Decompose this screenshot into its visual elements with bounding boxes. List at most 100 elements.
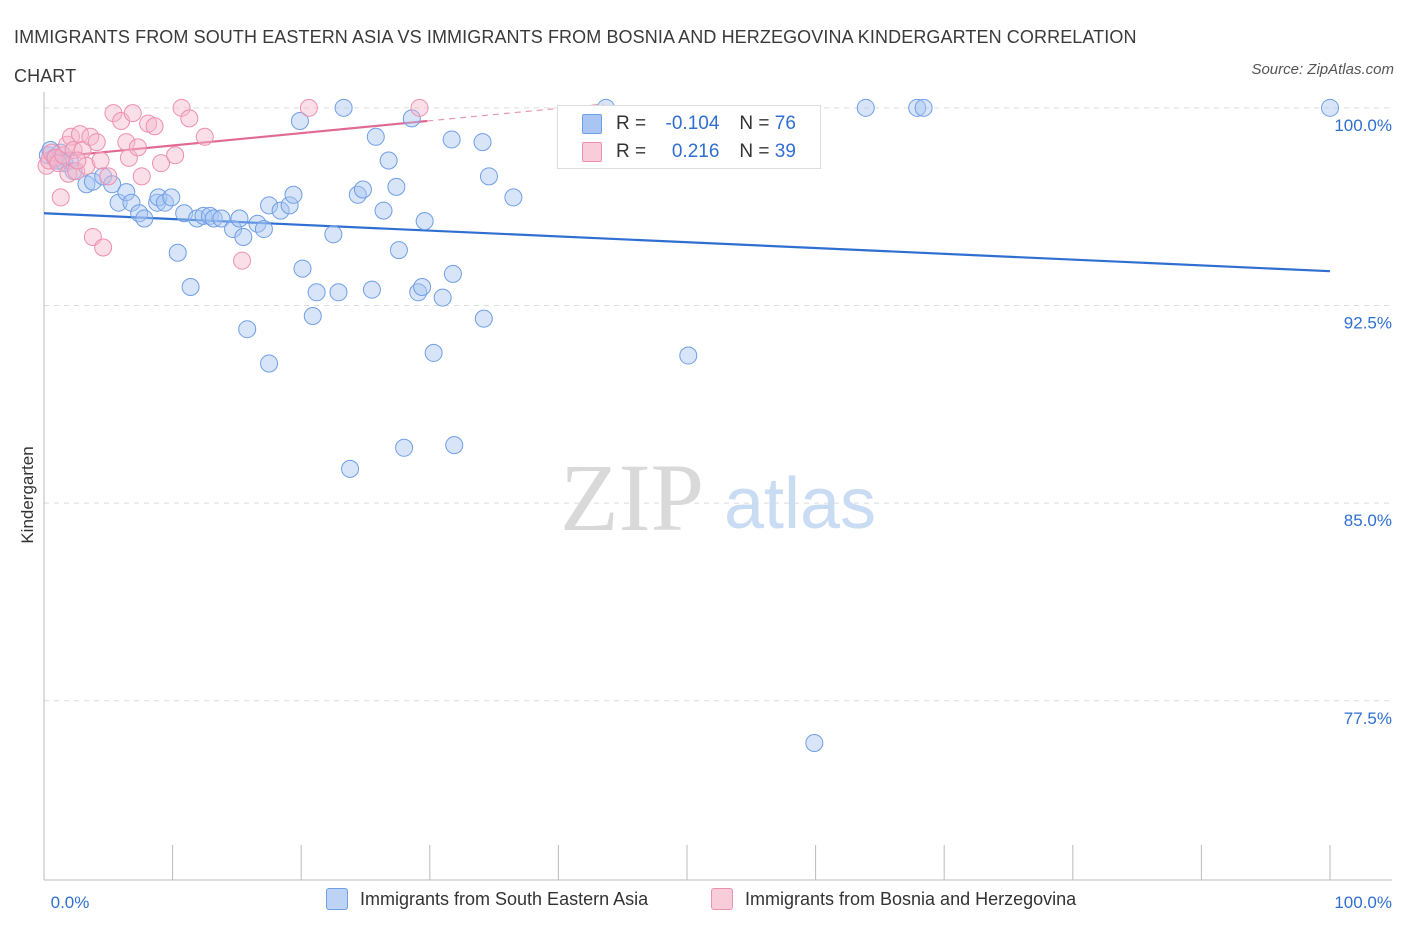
point-south-eastern-asia	[341, 459, 360, 478]
point-south-eastern-asia	[130, 204, 149, 223]
point-bosnia-herzegovina	[166, 146, 185, 165]
n-value: 39	[774, 141, 796, 162]
series-1-swatch	[582, 114, 602, 134]
point-bosnia-herzegovina	[87, 133, 106, 152]
point-bosnia-herzegovina	[51, 188, 70, 207]
point-bosnia-herzegovina	[119, 148, 138, 167]
point-south-eastern-asia	[413, 278, 432, 297]
point-south-eastern-asia	[234, 227, 253, 246]
point-bosnia-herzegovina	[91, 151, 110, 170]
point-south-eastern-asia	[353, 180, 372, 199]
y-tick-label: 100.0%	[1334, 116, 1392, 135]
series-2-swatch	[582, 142, 602, 162]
stats-legend: R = -0.104 N = 76 R = 0.216 N = 39	[557, 105, 821, 169]
point-south-eastern-asia	[162, 188, 181, 207]
legend-swatch-blue	[326, 888, 348, 910]
chart-title: IMMIGRANTS FROM SOUTH EASTERN ASIA VS IM…	[14, 27, 1137, 86]
point-south-eastern-asia	[424, 343, 443, 362]
point-south-eastern-asia	[908, 98, 927, 117]
point-south-eastern-asia	[443, 264, 462, 283]
point-bosnia-herzegovina	[77, 156, 96, 175]
r-label: R =	[616, 113, 647, 134]
gridlines	[44, 107, 1392, 702]
point-bosnia-herzegovina	[195, 127, 214, 146]
point-south-eastern-asia	[387, 177, 406, 196]
point-south-eastern-asia	[433, 288, 452, 307]
legend-label: Immigrants from Bosnia and Herzegovina	[745, 888, 1077, 909]
point-bosnia-herzegovina	[104, 104, 123, 123]
series-legend: Immigrants from South Eastern Asia Immig…	[0, 888, 1406, 916]
legend-item-bosnia-herzegovina: Immigrants from Bosnia and Herzegovina	[711, 888, 1076, 910]
point-south-eastern-asia	[389, 241, 408, 260]
point-south-eastern-asia	[303, 307, 322, 326]
n-label: N =	[739, 141, 770, 162]
y-tick-label: 77.5%	[1344, 709, 1392, 728]
point-south-eastern-asia	[856, 98, 875, 117]
watermark: ZIP atlas	[560, 444, 876, 551]
source-label: Source: ZipAtlas.com	[1251, 61, 1394, 78]
point-bosnia-herzegovina	[132, 167, 151, 186]
point-south-eastern-asia	[362, 280, 381, 299]
point-south-eastern-asia	[395, 438, 414, 457]
point-south-eastern-asia	[94, 167, 113, 186]
point-bosnia-herzegovina	[123, 104, 142, 123]
r-value: 0.216	[671, 141, 720, 162]
point-south-eastern-asia	[181, 278, 200, 297]
point-south-eastern-asia	[504, 188, 523, 207]
trend-line-bosnia-herzegovina	[43, 119, 428, 159]
r-label: R =	[616, 141, 647, 162]
point-bosnia-herzegovina	[299, 98, 318, 117]
point-south-eastern-asia	[679, 346, 698, 365]
data-points	[37, 98, 1339, 752]
point-south-eastern-asia	[374, 201, 393, 220]
point-south-eastern-asia	[473, 133, 492, 152]
point-bosnia-herzegovina	[117, 133, 136, 152]
point-south-eastern-asia	[290, 111, 309, 130]
point-south-eastern-asia	[479, 167, 498, 186]
point-south-eastern-asia	[194, 206, 213, 225]
point-south-eastern-asia	[117, 183, 136, 202]
legend-swatch-pink	[711, 888, 733, 910]
point-bosnia-herzegovina	[410, 98, 429, 117]
y-tick-label: 92.5%	[1344, 313, 1392, 332]
point-bosnia-herzegovina	[180, 109, 199, 128]
legend-item-south-eastern-asia: Immigrants from South Eastern Asia	[326, 888, 648, 910]
point-south-eastern-asia	[348, 185, 367, 204]
point-bosnia-herzegovina	[99, 167, 118, 186]
x-tick-label: 100.0%	[1334, 893, 1392, 912]
point-bosnia-herzegovina	[145, 117, 164, 136]
point-south-eastern-asia	[271, 201, 290, 220]
tick-labels: 100.0% 92.5% 85.0% 77.5% 0.0% 100.0%	[51, 116, 1392, 912]
n-label: N =	[739, 113, 770, 134]
point-south-eastern-asia	[238, 320, 257, 339]
axes	[43, 92, 1392, 881]
point-south-eastern-asia	[474, 309, 493, 328]
watermark-atlas: atlas	[724, 464, 876, 544]
point-south-eastern-asia	[366, 127, 385, 146]
point-south-eastern-asia	[324, 225, 343, 244]
point-south-eastern-asia	[442, 130, 461, 149]
legend-label: Immigrants from South Eastern Asia	[360, 888, 649, 909]
point-south-eastern-asia	[284, 185, 303, 204]
point-south-eastern-asia	[212, 209, 231, 228]
point-bosnia-herzegovina	[68, 151, 87, 170]
point-south-eastern-asia	[307, 283, 326, 302]
point-south-eastern-asia	[334, 98, 353, 117]
point-bosnia-herzegovina	[233, 251, 252, 270]
r-value: -0.104	[665, 113, 720, 134]
point-south-eastern-asia	[415, 212, 434, 231]
point-bosnia-herzegovina	[71, 125, 90, 144]
point-south-eastern-asia	[122, 193, 141, 212]
point-south-eastern-asia	[329, 283, 348, 302]
stats-legend-row-2: R = 0.216 N = 39	[582, 139, 796, 165]
point-south-eastern-asia	[914, 98, 933, 117]
point-south-eastern-asia	[204, 209, 223, 228]
y-tick-label: 85.0%	[1344, 511, 1392, 530]
point-bosnia-herzegovina	[172, 98, 191, 117]
point-bosnia-herzegovina	[54, 146, 73, 165]
point-south-eastern-asia	[805, 733, 824, 752]
point-south-eastern-asia	[254, 220, 273, 239]
point-bosnia-herzegovina	[128, 138, 147, 157]
point-bosnia-herzegovina	[64, 140, 83, 159]
point-south-eastern-asia	[293, 259, 312, 278]
